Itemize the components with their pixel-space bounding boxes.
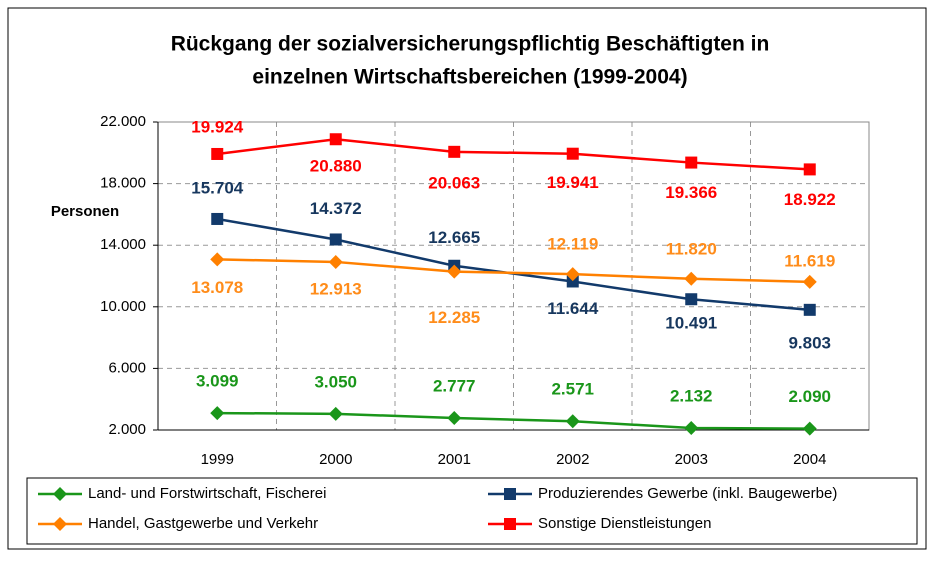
y-tick-label: 6.000 <box>108 359 146 376</box>
data-point <box>803 163 816 176</box>
legend-marker <box>53 517 67 531</box>
data-label: 12.285 <box>428 308 480 327</box>
data-point <box>685 156 698 169</box>
data-label: 3.099 <box>196 372 239 391</box>
data-label: 11.820 <box>666 239 717 258</box>
x-tick-label: 2002 <box>556 451 589 468</box>
legend-label: Produzierendes Gewerbe (inkl. Baugewerbe… <box>538 485 837 502</box>
chart-title: Rückgang der sozialversicherungspflichti… <box>171 33 770 56</box>
data-point <box>211 212 224 225</box>
data-point <box>566 275 579 288</box>
legend-label: Handel, Gastgewerbe und Verkehr <box>88 515 318 532</box>
x-tick-label: 2004 <box>793 451 826 468</box>
data-label: 18.922 <box>784 190 836 209</box>
y-tick-label: 10.000 <box>100 298 146 315</box>
series-line <box>217 411 810 430</box>
data-label: 13.078 <box>191 278 243 297</box>
data-point <box>684 271 699 286</box>
data-label: 19.366 <box>665 183 717 202</box>
data-label: 2.777 <box>433 377 476 396</box>
data-label: 11.619 <box>784 251 835 270</box>
data-point <box>802 421 817 436</box>
data-label: 12.913 <box>310 279 362 298</box>
data-label: 19.924 <box>191 117 244 136</box>
data-point <box>447 264 462 279</box>
data-point <box>328 254 343 269</box>
legend-marker <box>53 487 67 501</box>
data-point <box>802 274 817 289</box>
data-point <box>328 406 343 421</box>
legend-label: Sonstige Dienstleistungen <box>538 515 711 532</box>
data-label: 9.803 <box>788 333 831 352</box>
x-tick-label: 2001 <box>438 451 471 468</box>
data-label: 12.665 <box>428 228 480 247</box>
y-tick-label: 22.000 <box>100 113 146 130</box>
data-point <box>447 411 462 426</box>
data-point <box>210 252 225 267</box>
data-point <box>565 267 580 282</box>
data-label: 2.571 <box>551 380 594 399</box>
y-tick-label: 2.000 <box>108 421 146 438</box>
data-point <box>448 145 461 158</box>
legend-marker <box>504 488 516 500</box>
legend-marker <box>504 518 516 530</box>
data-point <box>685 293 698 306</box>
chart-title: einzelnen Wirtschaftsbereichen (1999-200… <box>252 66 687 89</box>
legend-label: Land- und Forstwirtschaft, Fischerei <box>88 485 326 502</box>
data-label: 11.644 <box>547 299 599 318</box>
data-point <box>329 233 342 246</box>
data-label: 20.063 <box>428 173 480 192</box>
x-tick-label: 2000 <box>319 451 352 468</box>
data-label: 10.491 <box>665 314 717 333</box>
data-label: 19.941 <box>547 173 599 192</box>
data-point <box>329 133 342 146</box>
data-point <box>211 147 224 160</box>
y-tick-label: 14.000 <box>100 236 146 253</box>
x-tick-label: 1999 <box>201 451 234 468</box>
data-point <box>803 303 816 316</box>
data-point <box>684 420 699 435</box>
y-axis-label: Personen <box>51 203 119 220</box>
data-point <box>565 414 580 429</box>
chart-frame <box>7 7 927 550</box>
data-label: 12.119 <box>547 235 598 254</box>
legend-box <box>26 477 918 545</box>
y-tick-label: 18.000 <box>100 175 146 192</box>
series-line <box>217 258 810 284</box>
x-tick-label: 2003 <box>675 451 708 468</box>
data-label: 2.090 <box>788 387 831 406</box>
data-label: 15.704 <box>191 178 244 197</box>
data-point <box>210 406 225 421</box>
series-line <box>217 137 810 171</box>
data-point <box>566 147 579 160</box>
data-label: 2.132 <box>670 386 713 405</box>
data-label: 14.372 <box>310 199 362 218</box>
data-label: 3.050 <box>314 372 357 391</box>
data-label: 20.880 <box>310 157 362 176</box>
